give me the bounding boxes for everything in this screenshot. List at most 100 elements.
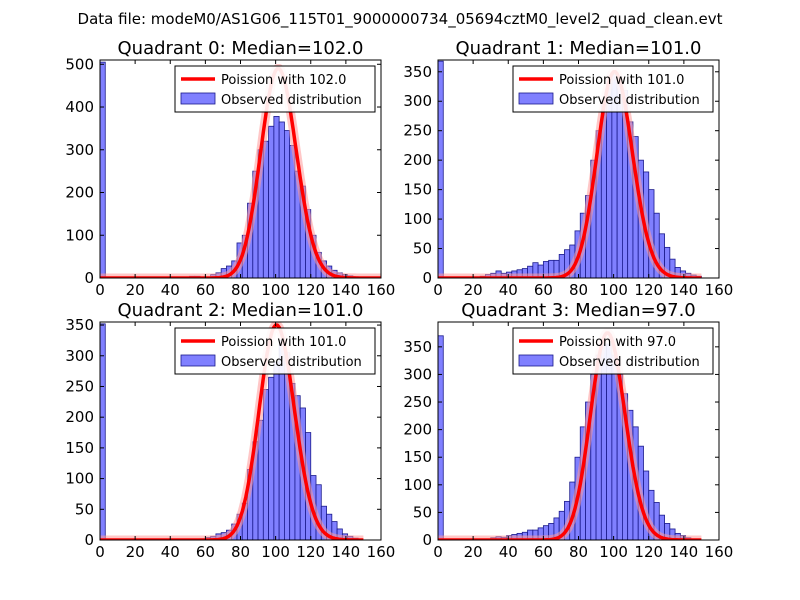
- x-tick-label: 160: [367, 543, 396, 561]
- quadrant-3-panel: Quadrant 3: Median=97.0 0 20 40 60 80 100 120 14…: [403, 300, 733, 561]
- x-tick-label: 80: [231, 543, 250, 561]
- y-tick-label: 250: [403, 122, 432, 140]
- histogram-bar: [268, 376, 275, 540]
- x-tick-label: 60: [196, 543, 215, 561]
- legend-bar-swatch: [180, 354, 216, 367]
- legend-curve-label: Poission with 97.0: [559, 335, 676, 350]
- legend-bar-swatch: [518, 92, 554, 105]
- y-tick-label: 200: [403, 421, 432, 439]
- x-tick-label: 40: [161, 543, 180, 561]
- x-tick-label: 20: [464, 281, 483, 299]
- histogram-bar: [273, 361, 280, 540]
- x-tick-label: 0: [433, 281, 443, 299]
- quadrant-1-panel: Quadrant 1: Median=101.0 0 20 40 60 80 100 120 1…: [403, 38, 733, 299]
- x-tick-label: 80: [569, 281, 588, 299]
- legend: Poission with 101.0 Observed distribution: [174, 327, 376, 375]
- y-tick-label: 200: [403, 151, 432, 169]
- x-tick-label: 20: [464, 543, 483, 561]
- x-tick-label: 40: [161, 281, 180, 299]
- x-tick-label: 140: [670, 281, 699, 299]
- legend-curve-label: Poission with 102.0: [221, 73, 346, 88]
- x-tick-label: 120: [634, 281, 663, 299]
- y-tick-label: 350: [403, 338, 432, 356]
- data-layer: [438, 328, 705, 540]
- data-layer: [100, 322, 367, 540]
- histogram-bar: [268, 125, 275, 278]
- x-tick-label: 60: [534, 281, 553, 299]
- poisson-curve: [100, 323, 364, 540]
- quadrant-0-panel: Quadrant 0: Median=102.0 0 20 40 60 80 100 120 1…: [65, 38, 395, 299]
- x-tick-label: 160: [705, 543, 734, 561]
- x-tick-label: 40: [499, 281, 518, 299]
- histogram-bar: [100, 61, 106, 278]
- quadrant-2-panel: Quadrant 2: Median=101.0 0 20 40 60 80 100 120 1…: [65, 300, 395, 561]
- y-tick-label: 200: [65, 408, 94, 426]
- x-tick-label: 0: [433, 543, 443, 561]
- y-tick-label: 400: [65, 98, 94, 116]
- legend-curve-label: Poission with 101.0: [221, 335, 346, 350]
- histogram-bar: [284, 130, 291, 278]
- x-tick-label: 40: [499, 543, 518, 561]
- data-layer: [100, 61, 381, 278]
- y-tick-label: 500: [65, 55, 94, 73]
- x-tick-label: 140: [332, 281, 361, 299]
- y-tick-label: 100: [65, 470, 94, 488]
- histogram-bar: [438, 335, 444, 540]
- x-tick-label: 80: [231, 281, 250, 299]
- legend: Poission with 97.0 Observed distribution: [512, 327, 714, 375]
- legend-bar-label: Observed distribution: [221, 355, 362, 370]
- y-tick-label: 150: [403, 448, 432, 466]
- legend-curve-label: Poission with 101.0: [559, 73, 684, 88]
- x-tick-label: 160: [367, 281, 396, 299]
- x-tick-label: 100: [599, 281, 628, 299]
- y-tick-label: 300: [403, 365, 432, 383]
- x-tick-label: 160: [705, 281, 734, 299]
- histogram-bar: [438, 60, 444, 278]
- y-tick-label: 100: [403, 210, 432, 228]
- quadrant-title: Quadrant 2: Median=101.0: [118, 300, 364, 321]
- y-tick-label: 0: [84, 531, 94, 549]
- y-tick-label: 300: [65, 141, 94, 159]
- y-tick-label: 100: [65, 226, 94, 244]
- y-tick-label: 300: [403, 92, 432, 110]
- histogram-bar: [100, 323, 106, 540]
- poisson-curve: [438, 70, 702, 278]
- y-tick-label: 200: [65, 184, 94, 202]
- quadrant-title: Quadrant 0: Median=102.0: [118, 38, 364, 59]
- x-tick-label: 60: [196, 281, 215, 299]
- y-tick-label: 100: [403, 476, 432, 494]
- x-tick-label: 100: [261, 543, 290, 561]
- x-tick-label: 0: [95, 281, 105, 299]
- x-tick-label: 100: [261, 281, 290, 299]
- y-tick-label: 150: [65, 439, 94, 457]
- y-tick-label: 50: [75, 500, 94, 518]
- y-tick-label: 250: [65, 377, 94, 395]
- histogram-bar: [262, 140, 269, 278]
- legend-bar-swatch: [518, 354, 554, 367]
- histogram-bar: [278, 121, 285, 278]
- y-tick-label: 50: [413, 240, 432, 258]
- y-tick-label: 0: [422, 531, 432, 549]
- quadrant-title: Quadrant 3: Median=97.0: [461, 300, 696, 321]
- y-tick-label: 300: [65, 347, 94, 365]
- y-tick-label: 0: [84, 269, 94, 287]
- legend-bar-label: Observed distribution: [559, 355, 700, 370]
- x-tick-label: 140: [670, 543, 699, 561]
- legend: Poission with 101.0 Observed distribution: [512, 65, 714, 113]
- figure-title: Data file: modeM0/AS1G06_115T01_90000007…: [78, 10, 723, 29]
- histogram-bar: [273, 116, 280, 278]
- x-tick-label: 20: [126, 281, 145, 299]
- x-tick-label: 80: [569, 543, 588, 561]
- x-tick-label: 140: [332, 543, 361, 561]
- legend: Poission with 102.0 Observed distribution: [174, 65, 376, 113]
- y-tick-label: 50: [413, 503, 432, 521]
- x-tick-label: 120: [296, 281, 325, 299]
- histogram-bar: [262, 389, 269, 540]
- quadrant-title: Quadrant 1: Median=101.0: [456, 38, 702, 59]
- x-tick-label: 0: [95, 543, 105, 561]
- x-tick-label: 20: [126, 543, 145, 561]
- x-tick-label: 120: [634, 543, 663, 561]
- legend-bar-swatch: [180, 92, 216, 105]
- y-tick-label: 250: [403, 393, 432, 411]
